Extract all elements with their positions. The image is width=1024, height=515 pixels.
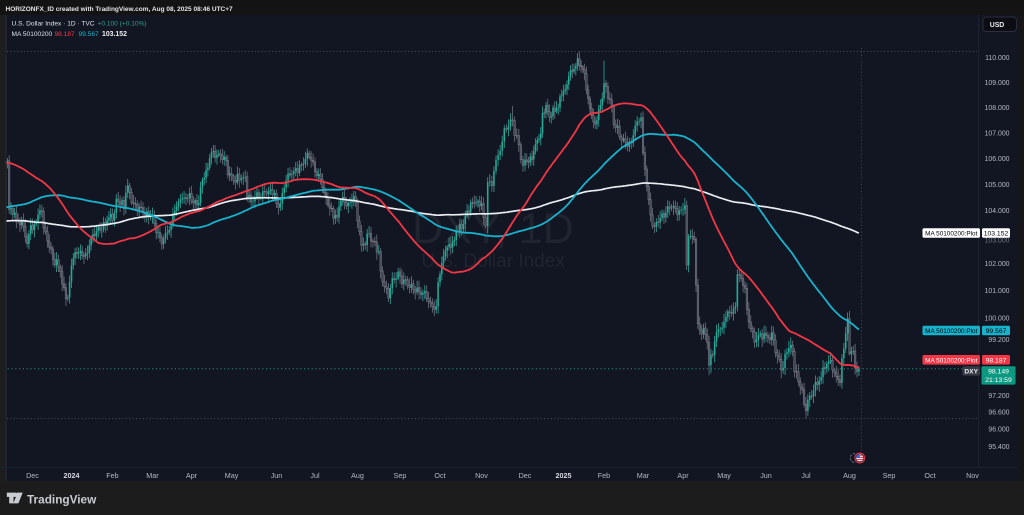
- svg-text:97.200: 97.200: [988, 393, 1009, 400]
- svg-text:102.000: 102.000: [985, 261, 1010, 268]
- svg-text:98.187: 98.187: [55, 31, 76, 38]
- svg-text:Apr: Apr: [677, 471, 689, 480]
- svg-text:110.000: 110.000: [985, 55, 1010, 62]
- svg-text:U.S. Dollar Index: U.S. Dollar Index: [421, 251, 565, 272]
- svg-text:Aug: Aug: [351, 471, 364, 480]
- svg-text:104.000: 104.000: [985, 208, 1010, 215]
- svg-text:May: May: [225, 471, 239, 480]
- svg-text:Jun: Jun: [271, 471, 283, 480]
- svg-text:105.000: 105.000: [985, 182, 1010, 189]
- svg-text:Oct: Oct: [434, 471, 445, 480]
- svg-text:Aug: Aug: [843, 471, 856, 480]
- svg-text:USD: USD: [990, 22, 1005, 29]
- svg-text:+0.100 (+0.10%): +0.100 (+0.10%): [98, 21, 147, 28]
- svg-text:Dec: Dec: [26, 471, 39, 480]
- svg-text:Dec: Dec: [519, 471, 532, 480]
- svg-text:DXY: DXY: [964, 368, 978, 375]
- svg-text:Mar: Mar: [637, 471, 650, 480]
- svg-text:MA 50100200:Plot: MA 50100200:Plot: [925, 357, 977, 364]
- svg-text:99.200: 99.200: [988, 337, 1009, 344]
- svg-text:108.000: 108.000: [985, 105, 1010, 112]
- svg-text:2024: 2024: [64, 471, 80, 480]
- svg-text:Jul: Jul: [310, 471, 320, 480]
- svg-text:Jun: Jun: [760, 471, 772, 480]
- svg-text:106.000: 106.000: [985, 156, 1010, 163]
- svg-text:103.152: 103.152: [984, 231, 1009, 238]
- svg-text:Jul: Jul: [801, 471, 811, 480]
- svg-text:U.S. Dollar Index · 1D · TVC: U.S. Dollar Index · 1D · TVC: [12, 21, 95, 28]
- svg-text:99.567: 99.567: [79, 31, 100, 38]
- svg-text:Nov: Nov: [475, 471, 488, 480]
- svg-text:MA 50100200:Plot: MA 50100200:Plot: [925, 231, 977, 238]
- svg-text:98.187: 98.187: [986, 357, 1007, 364]
- svg-text:Sep: Sep: [883, 471, 896, 480]
- svg-text:HORIZONFX_ID created with Trad: HORIZONFX_ID created with TradingView.co…: [6, 6, 234, 13]
- svg-text:2025: 2025: [556, 471, 572, 480]
- svg-text:Oct: Oct: [924, 471, 935, 480]
- svg-text:Feb: Feb: [598, 471, 610, 480]
- svg-text:96.000: 96.000: [988, 427, 1009, 434]
- svg-text:96.600: 96.600: [988, 410, 1009, 417]
- svg-text:Sep: Sep: [394, 471, 407, 480]
- svg-text:Apr: Apr: [186, 471, 198, 480]
- svg-text:103.152: 103.152: [102, 31, 127, 38]
- svg-text:Mar: Mar: [146, 471, 159, 480]
- svg-text:21:13:59: 21:13:59: [985, 377, 1012, 384]
- svg-text:May: May: [717, 471, 731, 480]
- svg-text:MA 50100200: MA 50100200: [12, 31, 53, 38]
- svg-text:107.000: 107.000: [985, 131, 1010, 138]
- svg-text:99.567: 99.567: [986, 328, 1007, 335]
- svg-text:MA 50100200:Plot: MA 50100200:Plot: [925, 328, 977, 335]
- svg-text:100.000: 100.000: [985, 315, 1010, 322]
- svg-text:103.000: 103.000: [985, 237, 1010, 244]
- svg-text:DXY, 1D: DXY, 1D: [412, 205, 574, 253]
- svg-text:101.000: 101.000: [985, 288, 1010, 295]
- svg-text:109.000: 109.000: [985, 80, 1010, 87]
- svg-text:TradingView: TradingView: [27, 493, 97, 507]
- svg-text:Nov: Nov: [966, 471, 979, 480]
- svg-text:Feb: Feb: [106, 471, 118, 480]
- svg-text:95.400: 95.400: [988, 444, 1009, 451]
- svg-text:98.149: 98.149: [988, 368, 1009, 375]
